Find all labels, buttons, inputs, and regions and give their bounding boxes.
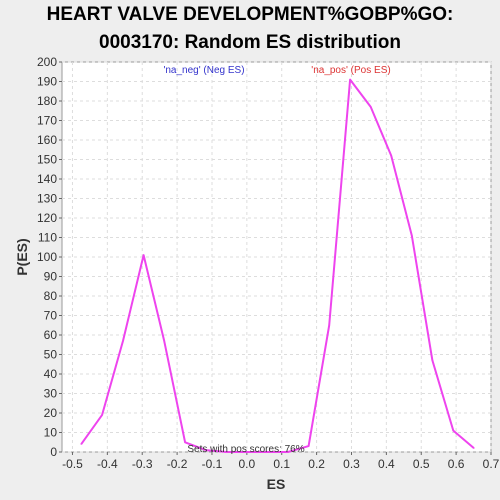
data-point [122,340,124,342]
data-point [452,429,454,432]
data-point [473,447,475,449]
grid [62,61,492,453]
y-tick-label: 140 [37,172,57,186]
data-point [390,155,392,157]
series-layer [80,78,475,453]
data-point [307,445,310,447]
annotation-pos-es: 'na_pos' (Pos ES) [311,65,390,76]
data-point [287,451,289,453]
y-axis-label: P(ES) [14,238,30,275]
data-point [431,359,434,361]
y-tick-label: 70 [44,309,58,323]
y-tick-label: 90 [44,270,58,284]
annotation-neg-es: 'na_neg' (Neg ES) [163,65,244,76]
data-point [205,449,207,451]
y-tick-label: 80 [44,289,58,303]
y-tick-label: 170 [37,114,57,128]
y-tick-label: 0 [50,445,57,459]
data-point [246,451,248,453]
y-tick-label: 160 [37,133,57,147]
data-point [163,340,165,342]
y-tick-label: 60 [44,328,58,342]
data-point [143,254,145,256]
y-tick-label: 200 [37,55,57,69]
x-tick-label: -0.2 [167,457,188,471]
data-point [80,443,82,445]
y-axis: 0 10 20 30 40 50 60 70 80 90 100 110 120 130 140 150 160… [37,55,62,459]
x-axis: -0.5 -0.4 -0.3 -0.2 -0.1 0.0 0.1 0.2 0.3 0.4 0.5 0.… [62,452,500,471]
y-tick-label: 40 [44,367,58,381]
data-point [184,441,186,443]
x-tick-label: -0.4 [97,457,118,471]
x-tick-label: 0.2 [308,457,325,471]
annotation-pos-scores: Sets with pos scores: 76% [187,444,304,455]
x-tick-label: 0.1 [273,457,290,471]
y-tick-label: 100 [37,250,57,264]
x-tick-label: 0.7 [483,457,500,471]
plot-area [61,61,492,453]
y-tick-label: 110 [38,231,57,245]
y-tick-label: 50 [44,348,58,362]
y-tick-label: 30 [44,387,58,401]
x-axis-label: ES [267,476,286,492]
data-point [349,78,351,81]
x-tick-label: -0.3 [132,457,153,471]
data-point [225,451,227,453]
data-point [328,324,330,326]
data-point [411,234,413,237]
x-tick-label: 0.6 [448,457,465,471]
y-tick-label: 20 [44,406,58,420]
y-tick-label: 120 [37,211,57,225]
chart-title-line-1: HEART VALVE DEVELOPMENT%GOBP%GO: [46,4,454,25]
y-tick-label: 190 [37,75,57,89]
y-tick-label: 150 [37,153,57,167]
x-tick-label: -0.1 [202,457,223,471]
y-tick-label: 130 [37,192,57,206]
data-point [101,414,103,416]
x-tick-label: 0.0 [239,457,256,471]
x-tick-label: 0.4 [378,457,395,471]
y-tick-label: 10 [44,426,58,440]
chart-title-line-2: 0003170: Random ES distribution [99,32,401,53]
data-point [266,451,269,453]
data-point [370,106,372,108]
y-tick-label: 180 [37,94,57,108]
series-line [80,78,475,453]
x-tick-label: -0.5 [62,457,83,471]
x-tick-label: 0.5 [413,457,430,471]
x-tick-label: 0.3 [343,457,360,471]
